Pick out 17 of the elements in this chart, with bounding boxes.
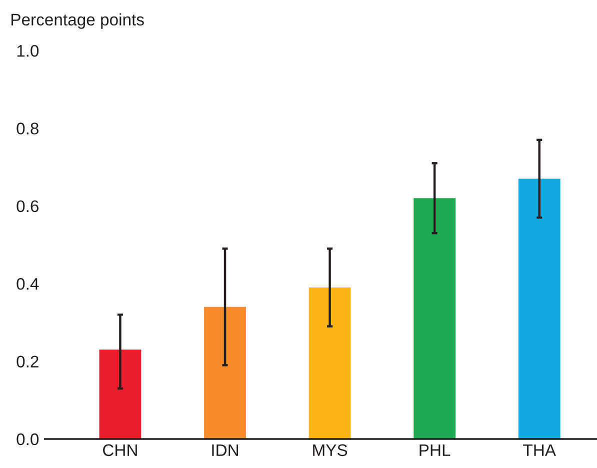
bar [518,178,560,439]
bar [204,306,246,439]
x-tick-label: PHL [420,444,450,456]
y-tick-label: 0.4 [16,278,39,290]
bar [308,287,351,439]
x-tick-label: THA [523,444,556,456]
y-tick-label: 0.2 [16,356,38,368]
y-axis-title: Percentage points [12,13,144,29]
y-tick-label: 0.8 [16,122,38,134]
y-tick-label: 1.0 [17,44,39,57]
x-tick-label: MYS [313,444,348,456]
bar [414,198,456,439]
y-tick-label: 0.6 [16,200,38,212]
bar [99,350,142,439]
y-tick-label: 0.0 [16,433,39,446]
x-tick-label: IDN [212,444,238,456]
x-tick-label: CHN [103,444,137,456]
